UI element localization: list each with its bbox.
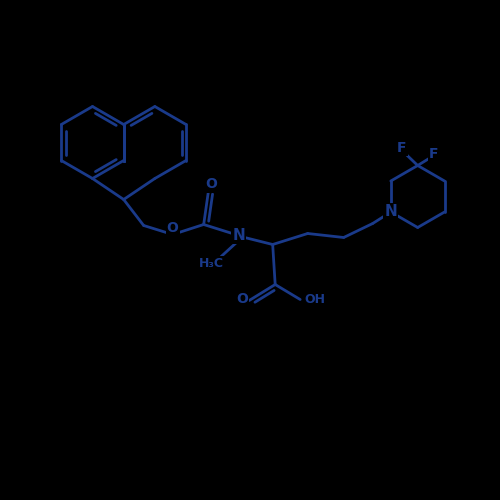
Text: N: N — [232, 228, 245, 243]
Text: O: O — [236, 292, 248, 306]
Text: F: F — [429, 148, 438, 162]
Text: N: N — [384, 204, 397, 220]
Text: O: O — [166, 222, 178, 235]
Text: H₃C: H₃C — [198, 258, 224, 270]
Text: OH: OH — [304, 293, 326, 306]
Text: F: F — [397, 141, 406, 155]
Text: O: O — [205, 178, 217, 192]
